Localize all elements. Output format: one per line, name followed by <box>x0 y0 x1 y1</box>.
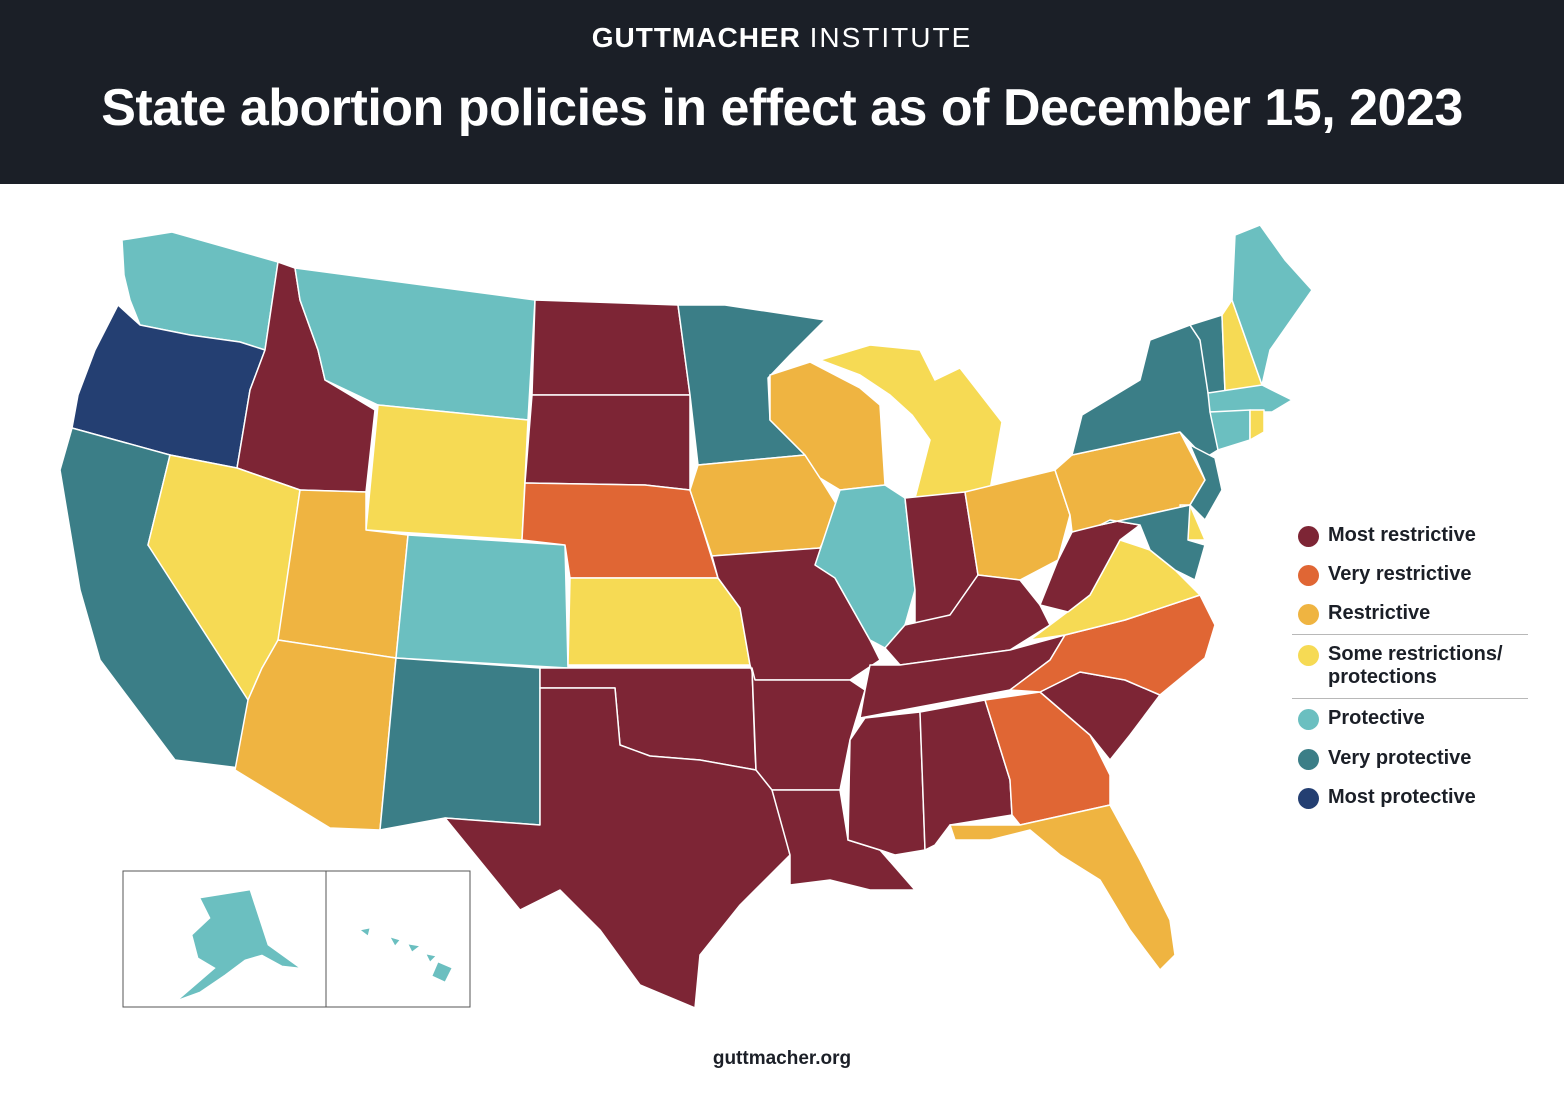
state-MN <box>677 304 826 466</box>
header-bar: GUTTMACHER INSTITUTE State abortion poli… <box>0 0 1564 184</box>
state-NC <box>1009 594 1216 696</box>
legend-label: Most protective <box>1328 786 1476 808</box>
state-AK <box>177 889 302 1001</box>
legend-swatch <box>1298 604 1319 625</box>
legend-swatch <box>1298 645 1319 666</box>
state-ME <box>1231 224 1313 386</box>
legend-label: Very restrictive <box>1328 563 1472 585</box>
legend-divider <box>1292 634 1528 635</box>
state-CO <box>395 534 569 669</box>
legend-label: Restrictive <box>1328 602 1431 624</box>
legend-divider <box>1292 698 1528 699</box>
state-TX <box>444 687 791 1009</box>
legend-item-some-restrictions: Some restrictions/ protections <box>1296 643 1528 689</box>
legend-swatch <box>1298 788 1319 809</box>
brand-name-regular: INSTITUTE <box>809 22 973 53</box>
state-SD <box>524 394 691 491</box>
us-state-map <box>59 224 1313 1009</box>
state-CT <box>1209 409 1251 451</box>
legend: Most restrictive Very restrictive Restri… <box>1292 524 1528 809</box>
state-MS <box>847 711 926 856</box>
footer-url: guttmacher.org <box>712 1048 852 1069</box>
state-KS <box>567 577 751 666</box>
state-NM <box>379 657 541 831</box>
page-title: State abortion policies in effect as of … <box>101 79 1463 137</box>
legend-item-very-protective: Very protective <box>1296 747 1528 770</box>
state-LA <box>771 789 916 891</box>
brand-logo: GUTTMACHER INSTITUTE <box>0 22 1564 54</box>
legend-swatch <box>1298 526 1319 547</box>
legend-label: Most restrictive <box>1328 524 1476 546</box>
state-RI <box>1249 409 1265 441</box>
legend-swatch <box>1298 749 1319 770</box>
state-NY <box>1071 324 1219 459</box>
legend-item-restrictive: Restrictive <box>1296 602 1528 625</box>
state-AR <box>751 667 866 791</box>
legend-label: Some restrictions/ protections <box>1328 643 1503 688</box>
legend-swatch <box>1298 709 1319 730</box>
state-NJ <box>1189 444 1223 521</box>
legend-item-most-restrictive: Most restrictive <box>1296 524 1528 547</box>
legend-item-very-restrictive: Very restrictive <box>1296 563 1528 586</box>
state-MD <box>1099 504 1206 581</box>
legend-item-most-protective: Most protective <box>1296 786 1528 809</box>
state-HI <box>359 927 453 983</box>
legend-item-protective: Protective <box>1296 707 1528 730</box>
state-ND <box>531 299 691 396</box>
inset-box <box>122 870 471 1008</box>
legend-label: Very protective <box>1328 747 1472 769</box>
legend-label: Protective <box>1328 707 1425 729</box>
state-MA <box>1207 384 1293 413</box>
state-FL <box>949 804 1176 971</box>
brand-name-bold: GUTTMACHER <box>591 22 801 53</box>
state-WY <box>365 404 529 541</box>
legend-swatch <box>1298 565 1319 586</box>
